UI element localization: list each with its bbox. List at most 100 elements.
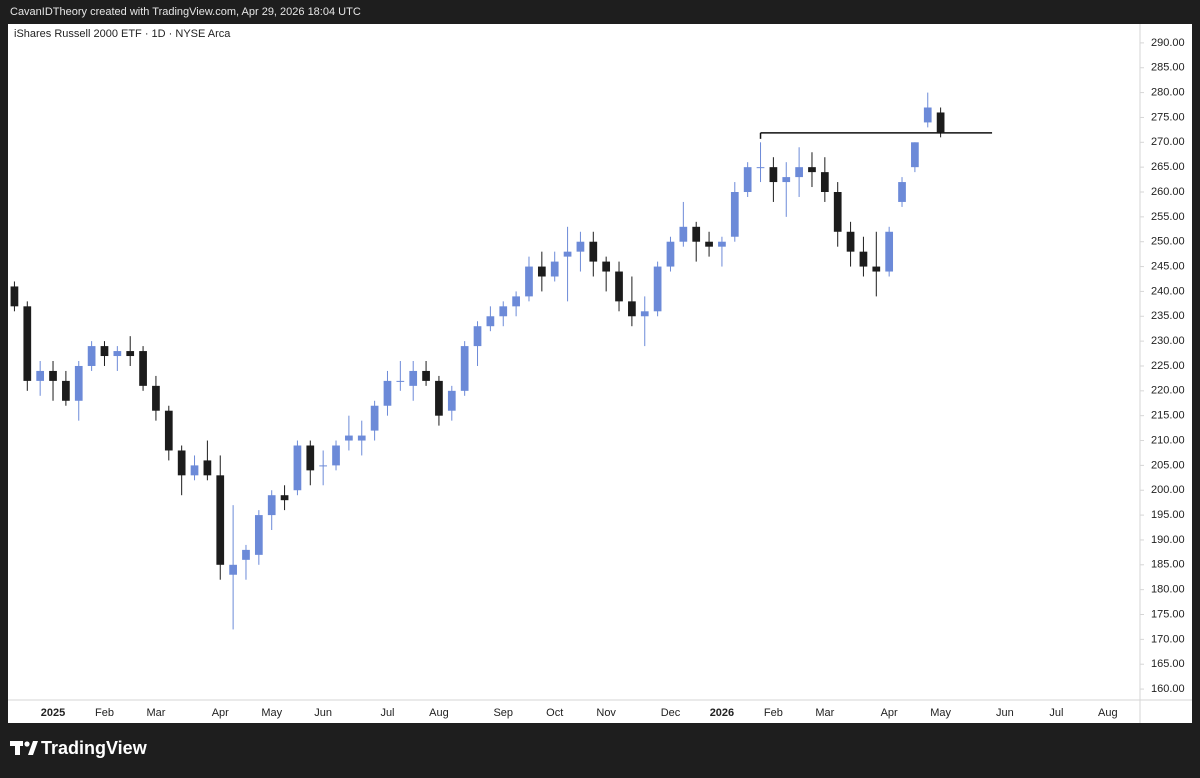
- candle-body: [936, 112, 945, 133]
- x-tick-label: Aug: [429, 707, 449, 719]
- x-tick-label: 2026: [710, 707, 734, 719]
- candle-body: [267, 495, 276, 516]
- candle-body: [113, 351, 122, 357]
- y-tick-label: 275.00: [1151, 111, 1185, 123]
- x-tick-label: Jun: [996, 707, 1014, 719]
- candle-body: [576, 241, 585, 252]
- candle-body: [190, 465, 199, 476]
- candle-body: [563, 251, 572, 257]
- x-tick-label: May: [261, 707, 282, 719]
- y-tick-label: 245.00: [1151, 260, 1185, 272]
- y-tick-label: 235.00: [1151, 310, 1185, 322]
- x-tick-label: Feb: [764, 707, 783, 719]
- candle-body: [756, 167, 765, 169]
- candle-body: [409, 370, 418, 386]
- candle-body: [164, 410, 173, 451]
- y-tick-label: 280.00: [1151, 87, 1185, 99]
- candle-body: [473, 326, 482, 347]
- y-tick-label: 205.00: [1151, 459, 1185, 471]
- candle-body: [49, 370, 57, 381]
- y-tick-label: 190.00: [1151, 534, 1185, 546]
- logo-part: [15, 741, 20, 755]
- candle-body: [743, 167, 752, 193]
- candle-body: [525, 266, 533, 297]
- candle-body: [422, 370, 430, 381]
- x-tick-label: Nov: [596, 707, 616, 719]
- candle-body: [293, 445, 302, 491]
- candle-body: [769, 167, 778, 183]
- candle-body: [820, 172, 829, 193]
- candle-body: [512, 296, 520, 307]
- candle-body: [499, 306, 508, 317]
- candle-body: [692, 226, 701, 242]
- y-tick-label: 160.00: [1151, 683, 1185, 695]
- y-tick-label: 215.00: [1151, 410, 1185, 422]
- candle-body: [898, 182, 906, 202]
- candle-body: [370, 405, 379, 431]
- y-tick-label: 210.00: [1151, 434, 1185, 446]
- y-tick-label: 220.00: [1151, 385, 1185, 397]
- candle-body: [872, 266, 881, 272]
- candle-body: [782, 177, 791, 183]
- y-tick-label: 290.00: [1151, 37, 1185, 49]
- y-tick-label: 270.00: [1151, 136, 1185, 148]
- candle-body: [795, 167, 803, 178]
- candle-body: [447, 390, 456, 411]
- candle-body: [460, 346, 469, 391]
- x-tick-label: Apr: [881, 707, 898, 719]
- candle-body: [923, 107, 932, 123]
- x-tick-label: Jul: [380, 707, 394, 719]
- chart-title: iShares Russell 2000 ETF · 1D · NYSE Arc…: [14, 28, 231, 40]
- x-tick-label: Mar: [146, 707, 165, 719]
- candle-body: [486, 316, 495, 327]
- candle-body: [808, 167, 816, 173]
- y-tick-label: 250.00: [1151, 236, 1185, 248]
- candle-body: [615, 271, 623, 302]
- candle-body: [10, 286, 19, 307]
- x-tick-label: Oct: [546, 707, 563, 719]
- y-tick-label: 240.00: [1151, 285, 1185, 297]
- candle-body: [306, 445, 315, 471]
- candle-body: [332, 445, 340, 466]
- candle-body: [846, 231, 855, 252]
- candle-body: [640, 311, 649, 317]
- candle-body: [435, 380, 443, 416]
- candle-body: [126, 351, 135, 357]
- chart-panel: [8, 24, 1192, 723]
- candle-body: [152, 385, 160, 411]
- candle-body: [550, 261, 559, 277]
- candle-body: [383, 380, 392, 406]
- x-tick-label: Jun: [314, 707, 332, 719]
- candle-body: [628, 301, 636, 317]
- candle-body: [319, 465, 328, 467]
- x-tick-label: Apr: [212, 707, 229, 719]
- candle-body: [396, 380, 405, 382]
- candle-body: [602, 261, 611, 272]
- y-tick-label: 175.00: [1151, 608, 1185, 620]
- x-tick-label: May: [930, 707, 951, 719]
- y-tick-label: 285.00: [1151, 62, 1185, 74]
- brand: TradingView: [41, 738, 148, 758]
- candle-body: [653, 266, 662, 312]
- candle-body: [345, 435, 353, 441]
- x-tick-label: 2025: [41, 707, 65, 719]
- x-tick-label: Jul: [1049, 707, 1063, 719]
- candle-body: [36, 370, 45, 381]
- x-tick-label: Feb: [95, 707, 114, 719]
- candle-body: [885, 231, 894, 272]
- candle-body: [100, 346, 109, 357]
- candle-body: [62, 380, 70, 401]
- y-tick-label: 230.00: [1151, 335, 1185, 347]
- candle-body: [859, 251, 868, 267]
- y-tick-label: 200.00: [1151, 484, 1185, 496]
- y-tick-label: 260.00: [1151, 186, 1185, 198]
- candle-body: [718, 241, 726, 247]
- logo-part: [24, 741, 30, 747]
- credit: CavanIDTheory created with TradingView.c…: [10, 6, 361, 18]
- candle-body: [730, 192, 739, 237]
- candle-body: [833, 192, 842, 232]
- candle-body: [203, 460, 212, 476]
- y-tick-label: 265.00: [1151, 161, 1185, 173]
- candle-body: [74, 365, 83, 401]
- y-tick-label: 255.00: [1151, 211, 1185, 223]
